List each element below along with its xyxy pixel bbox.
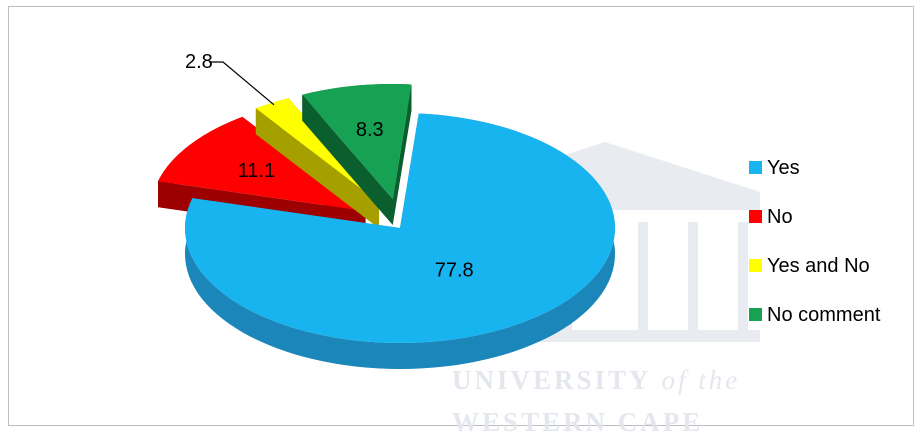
watermark-line1: UNIVERSITY of the — [452, 365, 740, 395]
legend-swatch-no-comment — [749, 308, 762, 321]
legend-swatch-no — [749, 210, 762, 223]
pie-slice-top-yes — [185, 113, 615, 343]
legend-swatch-yes-and-no — [749, 259, 762, 272]
legend-label-no-comment: No comment — [767, 304, 881, 326]
pie-slice-yes — [185, 113, 615, 369]
data-label-no: 11.1 — [238, 160, 275, 182]
pie-slice-yes-and-no — [255, 98, 380, 229]
legend-swatch-yes — [749, 161, 762, 174]
data-label-yes-and-no: 2.8 — [185, 51, 213, 73]
pie-slices — [158, 84, 615, 369]
data-label-no-comment: 8.3 — [356, 119, 384, 141]
leader-line-yes-and-no — [209, 61, 275, 106]
pie-slice-side-no-comment — [302, 84, 412, 226]
legend: Yes No Yes and No No comment — [749, 157, 881, 326]
data-label-yes: 77.8 — [435, 259, 474, 281]
pie-slice-side-yes-and-no — [255, 98, 380, 229]
legend-item-no-comment: No comment — [749, 304, 881, 326]
legend-label-yes: Yes — [767, 157, 800, 179]
watermark-line2: WESTERN CAPE — [452, 407, 703, 437]
pie-slice-top-yes-and-no — [255, 98, 380, 203]
pie-slice-top-no-comment — [302, 84, 412, 200]
legend-item-yes: Yes — [749, 157, 800, 179]
legend-item-yes-and-no: Yes and No — [749, 255, 870, 277]
data-labels: 77.8 11.1 2.8 8.3 — [185, 51, 474, 281]
legend-label-no: No — [767, 206, 793, 228]
pie-slice-top-no — [158, 116, 366, 212]
legend-label-yes-and-no: Yes and No — [767, 255, 870, 277]
pie-slice-no-comment — [302, 84, 412, 226]
legend-item-no: No — [749, 206, 793, 228]
